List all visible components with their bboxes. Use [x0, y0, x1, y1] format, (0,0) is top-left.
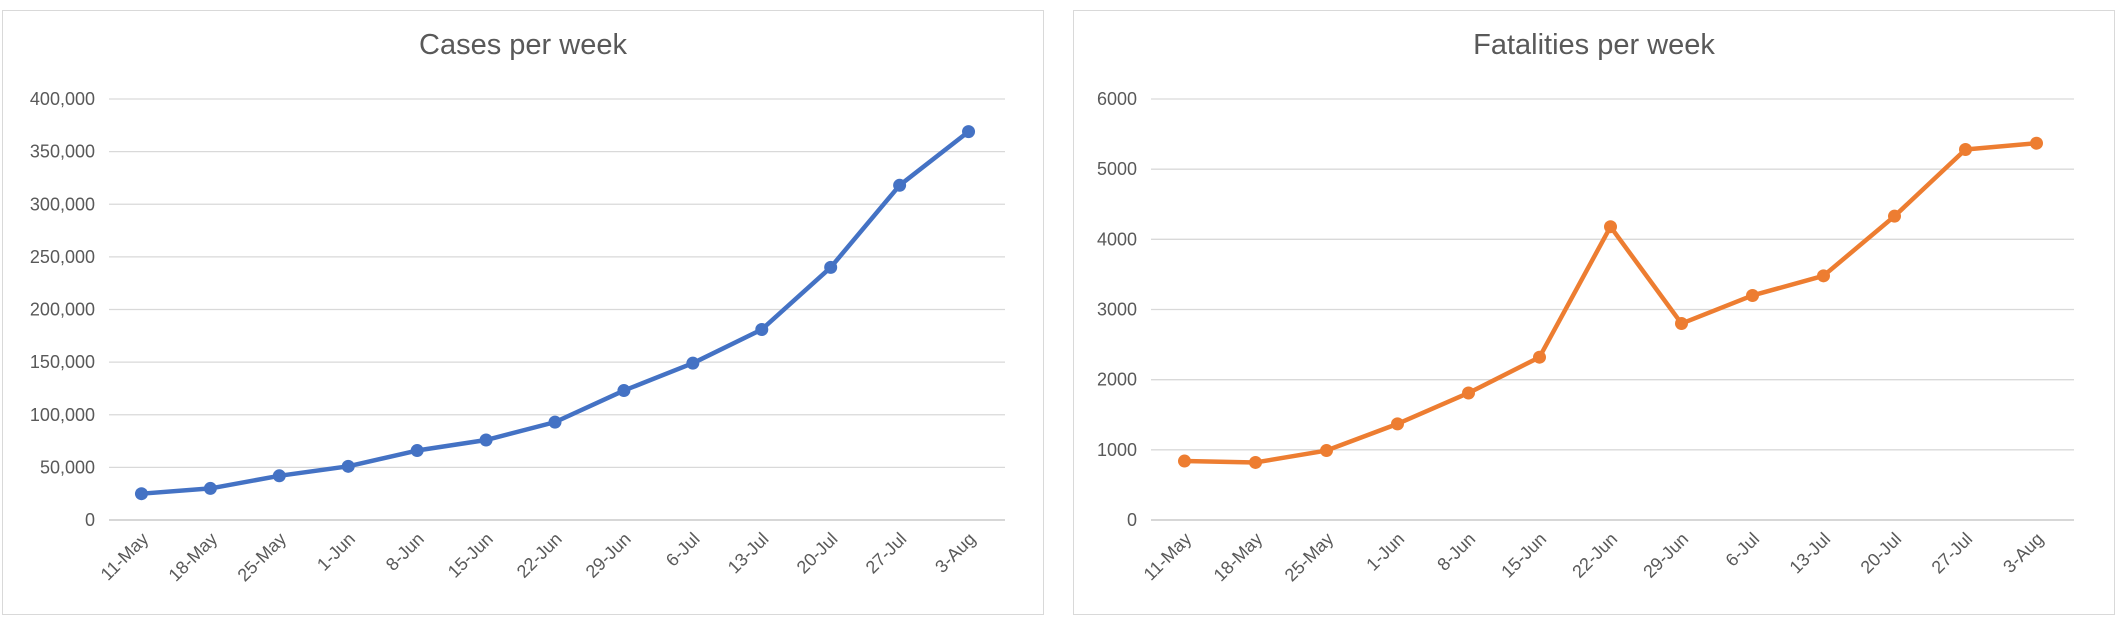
y-tick-label: 0	[85, 510, 95, 530]
data-point	[755, 322, 769, 336]
data-point	[1817, 269, 1830, 283]
data-point	[1675, 317, 1688, 331]
x-tick-label: 27-Jul	[1928, 529, 1977, 578]
data-point	[1746, 288, 1759, 302]
y-tick-label: 300,000	[30, 194, 95, 214]
x-tick-label: 25-May	[1281, 529, 1338, 586]
data-point	[962, 125, 976, 139]
x-tick-label: 18-May	[165, 529, 222, 586]
y-tick-label: 4000	[1097, 229, 1137, 249]
data-point	[617, 384, 631, 398]
x-tick-label: 29-Jun	[582, 529, 635, 582]
y-tick-label: 250,000	[30, 247, 95, 267]
x-tick-label: 15-Jun	[444, 529, 497, 582]
y-tick-label: 350,000	[30, 142, 95, 162]
data-point	[686, 356, 700, 370]
x-tick-label: 25-May	[234, 529, 291, 586]
series-line	[141, 129, 970, 496]
series-line	[1184, 140, 2037, 465]
x-tick-label: 8-Jun	[382, 529, 428, 575]
data-point	[1391, 417, 1404, 431]
data-point	[1533, 350, 1546, 364]
data-point	[203, 481, 217, 495]
x-tick-label: 13-Jul	[1786, 529, 1835, 578]
x-tick-label: 3-Aug	[931, 529, 979, 577]
x-tick-label: 22-Jun	[513, 529, 566, 582]
data-point	[893, 178, 907, 192]
x-tick-label: 29-Jun	[1639, 529, 1692, 582]
y-tick-label: 200,000	[30, 300, 95, 320]
chart-title: Fatalities per week	[1473, 29, 1715, 61]
y-tick-label: 100,000	[30, 405, 95, 425]
x-tick-label: 6-Jul	[1722, 529, 1764, 571]
data-point	[1462, 386, 1475, 400]
x-tick-label: 22-Jun	[1568, 529, 1621, 582]
x-tick-label: 15-Jun	[1497, 529, 1550, 582]
data-point	[1959, 143, 1972, 157]
cases-plot: 0 50,000 100,000 150,000 200,000 250,000 300,0…	[30, 89, 1005, 586]
y-tick-label: 400,000	[30, 89, 95, 109]
cases-chart: Cases per week 0 50,000 100,000 150,000 200,…	[2, 10, 1044, 615]
data-point	[1178, 454, 1191, 468]
y-tick-label: 1000	[1097, 440, 1137, 460]
x-tick-label: 18-May	[1210, 529, 1267, 586]
x-tick-label: 1-Jun	[1362, 529, 1408, 575]
x-tick-label: 13-Jul	[724, 529, 773, 578]
data-point	[1320, 444, 1333, 458]
data-point	[134, 487, 148, 501]
x-tick-label: 27-Jul	[862, 529, 911, 578]
data-point	[1888, 209, 1901, 223]
data-point	[824, 260, 838, 274]
y-tick-label: 3000	[1097, 300, 1137, 320]
x-tick-label: 8-Jun	[1433, 529, 1479, 575]
data-point	[272, 469, 286, 483]
x-tick-label: 3-Aug	[1999, 529, 2047, 577]
data-point	[341, 459, 355, 473]
x-tick-label: 20-Jul	[793, 529, 842, 578]
y-tick-label: 150,000	[30, 352, 95, 372]
data-point	[1604, 220, 1617, 234]
y-tick-label: 6000	[1097, 89, 1137, 109]
x-tick-label: 6-Jul	[662, 529, 704, 571]
x-tick-label: 11-May	[97, 529, 153, 585]
x-tick-label: 1-Jun	[313, 529, 359, 575]
chart-title: Cases per week	[419, 29, 627, 61]
data-point	[548, 415, 562, 429]
y-tick-label: 5000	[1097, 159, 1137, 179]
y-tick-label: 2000	[1097, 370, 1137, 390]
fatalities-plot: 0 1000 2000 3000 4000 5000 6000 11-May 18-May 25-…	[1097, 89, 2074, 586]
data-point	[410, 444, 424, 458]
y-tick-label: 0	[1127, 510, 1137, 530]
x-tick-label: 11-May	[1140, 529, 1196, 585]
fatalities-chart: Fatalities per week 0 1000 2000 3000 4000 500…	[1073, 10, 2115, 615]
data-point	[2030, 136, 2043, 150]
data-point	[479, 433, 493, 447]
data-point	[1249, 455, 1262, 469]
x-tick-label: 20-Jul	[1857, 529, 1906, 578]
y-tick-label: 50,000	[40, 457, 95, 477]
